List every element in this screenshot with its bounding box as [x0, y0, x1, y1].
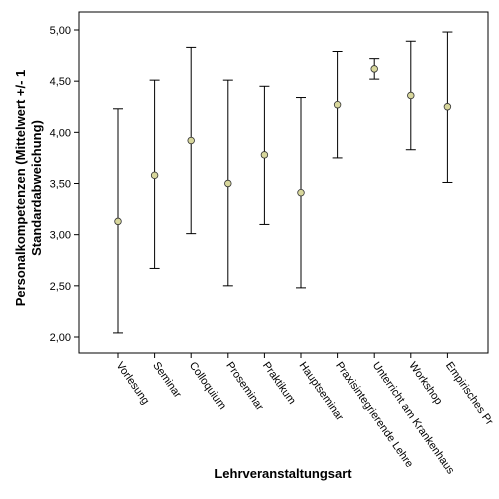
- mean-marker: [333, 101, 342, 109]
- y-axis: 2,00 2,50 3,00 3,50 4,00 4,50 5,00: [50, 25, 79, 344]
- mean-marker: [407, 91, 415, 100]
- y-tick-label: 3,00: [50, 230, 71, 242]
- x-tick-label: Workshop: [406, 360, 444, 407]
- mean-marker: [187, 136, 195, 145]
- x-tick-label: Colloquium: [187, 360, 228, 412]
- x-tick-label: Proseminar: [223, 360, 265, 413]
- y-axis-title-line2: Standardabweichung): [29, 120, 44, 256]
- x-axis-title: Lehrveranstaltungsart: [214, 466, 352, 481]
- mean-marker: [150, 171, 159, 180]
- x-tick-label: Vorlesung: [114, 360, 152, 407]
- y-axis-title-line1: Personalkompetenzen (Mittelwert +/- 1: [13, 70, 28, 307]
- mean-marker: [260, 151, 269, 159]
- mean-marker: [297, 189, 305, 197]
- mean-marker: [370, 65, 378, 73]
- x-tick-label: Empirisches Pr: [443, 360, 495, 428]
- error-bars: [113, 31, 453, 334]
- mean-marker: [224, 179, 232, 188]
- y-tick-label: 5,00: [50, 25, 71, 37]
- y-axis-title: Personalkompetenzen (Mittelwert +/- 1 St…: [13, 70, 44, 307]
- x-tick-label: Seminar: [150, 360, 184, 401]
- mean-marker: [443, 103, 452, 111]
- y-tick-label: 3,50: [50, 179, 71, 191]
- y-tick-label: 4,00: [50, 127, 71, 139]
- mean-marker: [114, 217, 122, 226]
- x-tick-label: Praktikum: [260, 360, 298, 407]
- plot-frame: [78, 11, 489, 354]
- y-tick-label: 2,00: [50, 332, 71, 344]
- y-tick-label: 2,50: [50, 281, 71, 293]
- y-tick-label: 4,50: [50, 76, 71, 88]
